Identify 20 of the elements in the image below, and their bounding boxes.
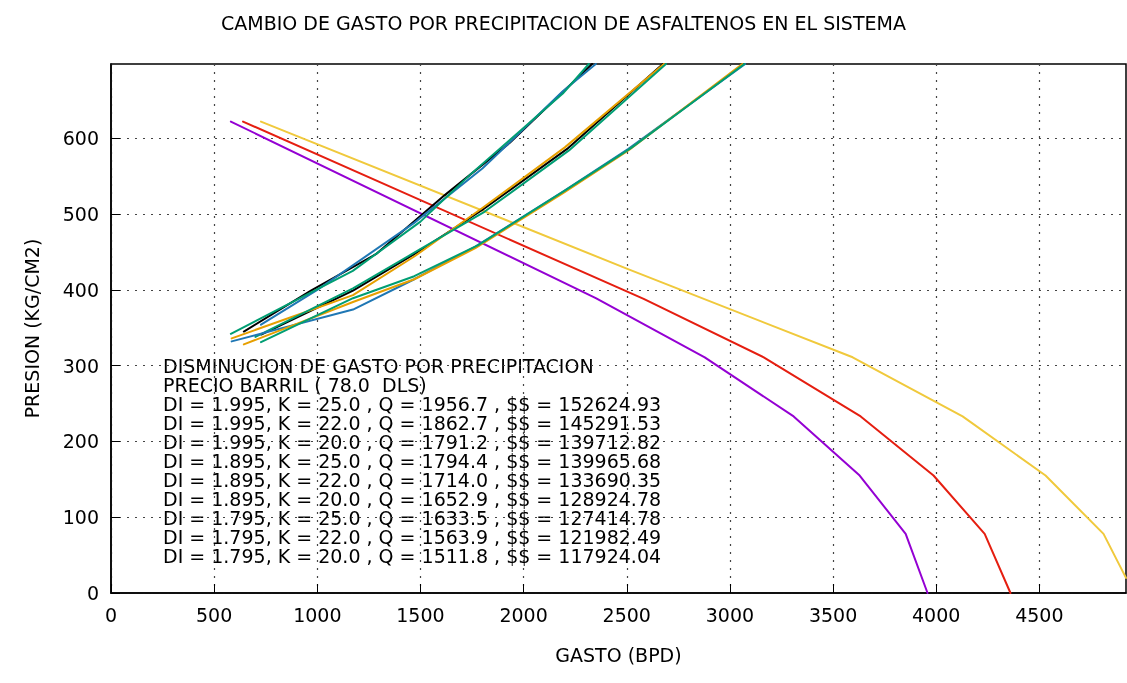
x-tick-label: 2000 (499, 603, 548, 626)
x-tick-label: 500 (196, 603, 233, 626)
x-tick-label: 1500 (396, 603, 445, 626)
y-tick-label: 500 (62, 203, 99, 226)
x-axis-title: GASTO (BPD) (555, 643, 682, 666)
x-tick-label: 4000 (912, 603, 961, 626)
x-tick-label: 3500 (808, 603, 858, 626)
y-tick-label: 100 (62, 506, 99, 529)
y-tick-label: 300 (62, 354, 99, 377)
y-tick-label: 400 (62, 278, 99, 301)
y-tick-label: 0 (86, 582, 99, 604)
x-tick-label: 0 (104, 603, 118, 626)
chart-title: CAMBIO DE GASTO POR PRECIPITACION DE ASFALTENOS EN EL SISTEMA (221, 11, 906, 34)
x-tick-label: 4500 (1015, 603, 1064, 626)
y-axis-title: PRESION (KG/CM2) (20, 238, 43, 419)
x-tick-label: 1000 (293, 603, 342, 626)
x-tick-label: 2500 (602, 603, 651, 626)
y-tick-label: 600 (62, 127, 99, 150)
y-tick-label: 200 (62, 430, 99, 453)
x-tick-label: 3000 (705, 603, 755, 626)
